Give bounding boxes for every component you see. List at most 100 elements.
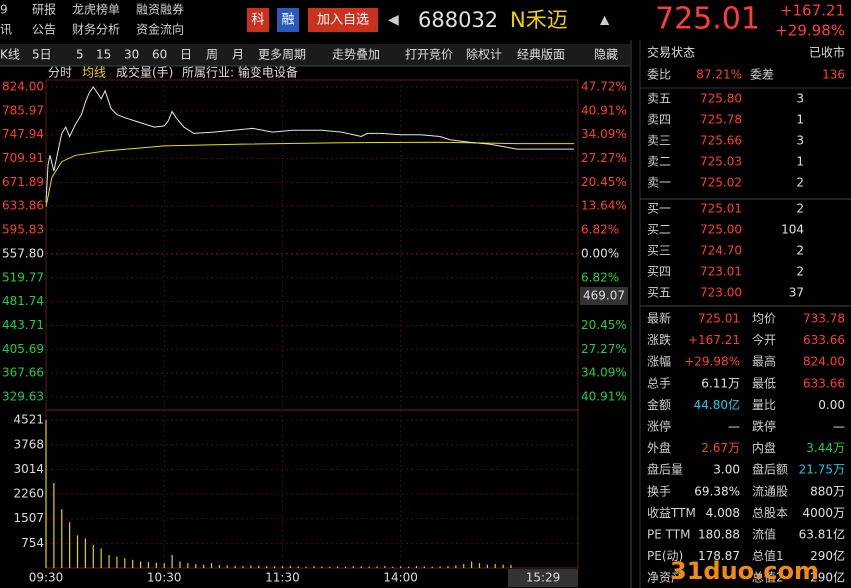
volume-bar — [439, 566, 441, 568]
chart-tab[interactable]: 成交量(手) — [116, 65, 173, 80]
volume-bar — [155, 562, 157, 568]
stat-value: 290亿 — [810, 570, 845, 585]
book-price: 725.01 — [700, 202, 742, 216]
stat-value: 4000万 — [802, 506, 845, 520]
volume-bar — [266, 566, 268, 568]
stat-label: 总手 — [647, 376, 671, 390]
toolbar-button[interactable]: 周 — [206, 48, 218, 62]
stat-label: 内盘 — [752, 440, 776, 455]
toolbar-button[interactable]: 更多周期 — [258, 48, 306, 62]
volume-tick-label: 3014 — [13, 462, 44, 476]
stat-value: 63.81亿 — [799, 527, 845, 542]
book-level: 卖一 — [647, 176, 671, 190]
toolbar-button[interactable]: 60 — [152, 48, 167, 62]
stat-label: 今开 — [752, 332, 776, 347]
stat-value: 733.78 — [803, 312, 845, 326]
stat-value: — — [728, 420, 740, 434]
toolbar-button[interactable]: 5 — [76, 48, 84, 62]
chart-tab[interactable]: 分时 — [48, 66, 72, 80]
nav-link[interactable]: 讯 — [0, 23, 12, 37]
y-tick-label: 519.77 — [2, 270, 44, 284]
toolbar-button[interactable]: 隐藏 — [594, 48, 618, 62]
toolbar-bg — [0, 44, 630, 66]
nav-link[interactable]: 龙虎榜单 — [72, 2, 120, 17]
stat-label: 总值1 — [752, 548, 784, 563]
book-price: 725.66 — [700, 134, 742, 148]
volume-bar — [84, 538, 87, 568]
volume-bar — [510, 565, 512, 568]
book-level: 卖五 — [647, 92, 671, 106]
nav-link[interactable]: 融资融券 — [136, 2, 184, 17]
book-volume: 3 — [796, 134, 804, 148]
volume-bar — [471, 561, 473, 568]
book-volume: 104 — [781, 223, 804, 237]
y-tick-label: 747.94 — [2, 127, 44, 141]
y-tick-label: 671.89 — [2, 175, 44, 189]
pct-tick-label: 13.64% — [581, 199, 627, 213]
prev-arrow[interactable]: ◀ — [388, 12, 399, 28]
stat-value: 6.11万 — [701, 376, 740, 390]
book-volume: 2 — [796, 244, 804, 258]
nav-link[interactable]: 9 — [0, 3, 8, 17]
pct-tick-label: 27.27% — [581, 342, 627, 356]
volume-bar — [423, 566, 425, 568]
stat-value: 633.66 — [803, 333, 845, 347]
x-tick-label: 15:29 — [526, 571, 561, 585]
stat-value: 725.01 — [698, 312, 740, 326]
volume-bar — [218, 565, 220, 568]
ratio-value: 87.21% — [696, 68, 742, 82]
volume-bar — [344, 566, 347, 568]
toolbar-button[interactable]: 打开竞价 — [405, 48, 453, 62]
chart-tab[interactable]: 均线 — [82, 66, 106, 80]
badge[interactable]: 科 — [251, 13, 264, 28]
stat-label: 换手 — [647, 484, 671, 498]
toolbar-button[interactable]: K线 — [0, 48, 20, 62]
book-price: 725.80 — [700, 92, 742, 106]
pct-tick-label: 20.45% — [581, 175, 627, 189]
toolbar-button[interactable]: 经典版面 — [517, 48, 565, 62]
volume-bar — [250, 565, 252, 568]
stat-value: 178.87 — [698, 549, 740, 563]
volume-bar — [384, 566, 386, 568]
nav-link[interactable]: 资金流向 — [136, 22, 184, 37]
stat-label: 最低 — [752, 376, 776, 390]
pct-tick-label: 6.82% — [581, 223, 619, 237]
book-level: 买四 — [647, 265, 671, 279]
stat-value: 290亿 — [810, 548, 845, 563]
stat-value: 824.00 — [803, 355, 845, 369]
book-price: 725.78 — [700, 113, 742, 127]
volume-bar — [132, 559, 134, 568]
nav-link[interactable]: 财务分析 — [72, 22, 120, 37]
volume-bar — [45, 420, 47, 568]
book-price: 725.00 — [700, 223, 742, 237]
status-label: 交易状态 — [647, 45, 695, 60]
stat-value: — — [833, 420, 845, 434]
volume-bar — [360, 566, 362, 568]
chart-tab[interactable]: 所属行业: 输变电设备 — [182, 65, 298, 80]
volume-bar — [400, 566, 402, 568]
add-watchlist-button[interactable]: 加入自选 — [317, 13, 369, 28]
average-line — [45, 141, 575, 207]
stat-value: 69.38% — [694, 484, 740, 498]
price-change: +167.21 — [780, 2, 845, 20]
toolbar-button[interactable]: 5日 — [32, 48, 52, 62]
toolbar-button[interactable]: 15 — [96, 48, 111, 62]
toolbar-button[interactable]: 日 — [180, 48, 192, 62]
time-box — [508, 569, 578, 587]
nav-link[interactable]: 研报 — [32, 2, 56, 17]
toolbar-button[interactable]: 30 — [124, 48, 139, 62]
volume-bar — [321, 566, 323, 568]
next-arrow[interactable]: ▲ — [600, 13, 610, 27]
toolbar-button[interactable]: 除权计 — [466, 47, 502, 62]
volume-bar — [69, 522, 71, 568]
book-level: 卖三 — [647, 134, 671, 148]
nav-link[interactable]: 公告 — [32, 23, 56, 37]
toolbar-button[interactable]: 月 — [232, 48, 244, 62]
volume-bar — [415, 566, 418, 568]
stat-label: 外盘 — [647, 440, 671, 455]
stat-label: 流值 — [752, 527, 776, 542]
last-price: 725.01 — [655, 2, 760, 37]
badge[interactable]: 融 — [281, 13, 294, 28]
stat-value: 2.67万 — [701, 441, 740, 455]
toolbar-button[interactable]: 走势叠加 — [332, 48, 380, 62]
